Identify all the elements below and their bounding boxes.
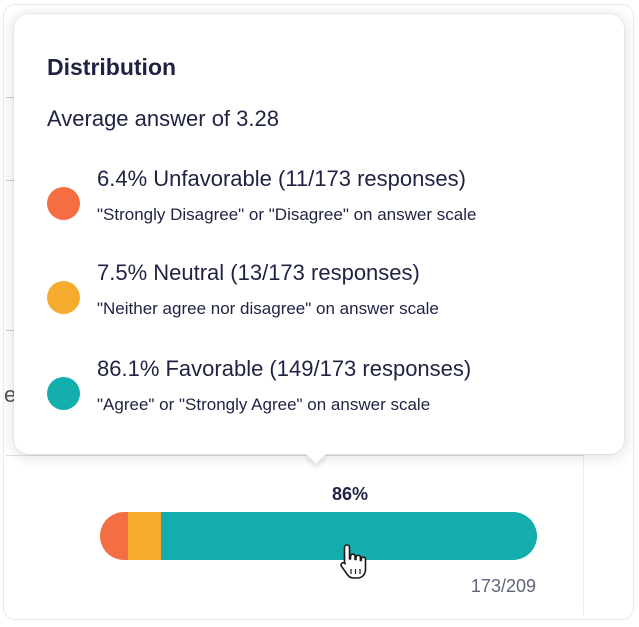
background-panel xyxy=(6,455,584,616)
distribution-tooltip: Distribution Average answer of 3.28 6.4%… xyxy=(14,14,624,454)
distribution-item-description: "Strongly Disagree" or "Disagree" on ans… xyxy=(97,205,477,224)
distribution-item-label: 86.1% Favorable (149/173 responses) xyxy=(97,356,472,381)
background-partial-text: e xyxy=(4,382,17,407)
tooltip-title: Distribution xyxy=(47,54,177,80)
distribution-item-label: 6.4% Unfavorable (11/173 responses) xyxy=(97,166,466,191)
distribution-item-unfavorable: 6.4% Unfavorable (11/173 responses) "Str… xyxy=(47,166,617,236)
distribution-item-description: "Agree" or "Strongly Agree" on answer sc… xyxy=(97,395,431,414)
distribution-item-label: 7.5% Neutral (13/173 responses) xyxy=(97,260,420,285)
neutral-color-dot xyxy=(47,281,80,314)
distribution-item-favorable: 86.1% Favorable (149/173 responses) "Agr… xyxy=(47,356,617,426)
background-tick xyxy=(6,180,14,181)
response-count: 173/209 xyxy=(470,576,536,596)
distribution-item-description: "Neither agree nor disagree" on answer s… xyxy=(97,299,439,318)
favorable-color-dot xyxy=(47,377,80,410)
distribution-bar[interactable] xyxy=(100,512,537,560)
unfavorable-color-dot xyxy=(47,187,80,220)
hand-pointer-icon xyxy=(340,544,367,579)
background-tick xyxy=(6,97,14,98)
background-tick xyxy=(6,330,14,331)
distribution-item-neutral: 7.5% Neutral (13/173 responses) "Neither… xyxy=(47,260,617,330)
average-answer: Average answer of 3.28 xyxy=(47,106,279,131)
background-panel-edge xyxy=(583,450,584,615)
favorable-percent-label: 86% xyxy=(331,484,369,504)
bar-segment-neutral[interactable] xyxy=(127,512,161,560)
